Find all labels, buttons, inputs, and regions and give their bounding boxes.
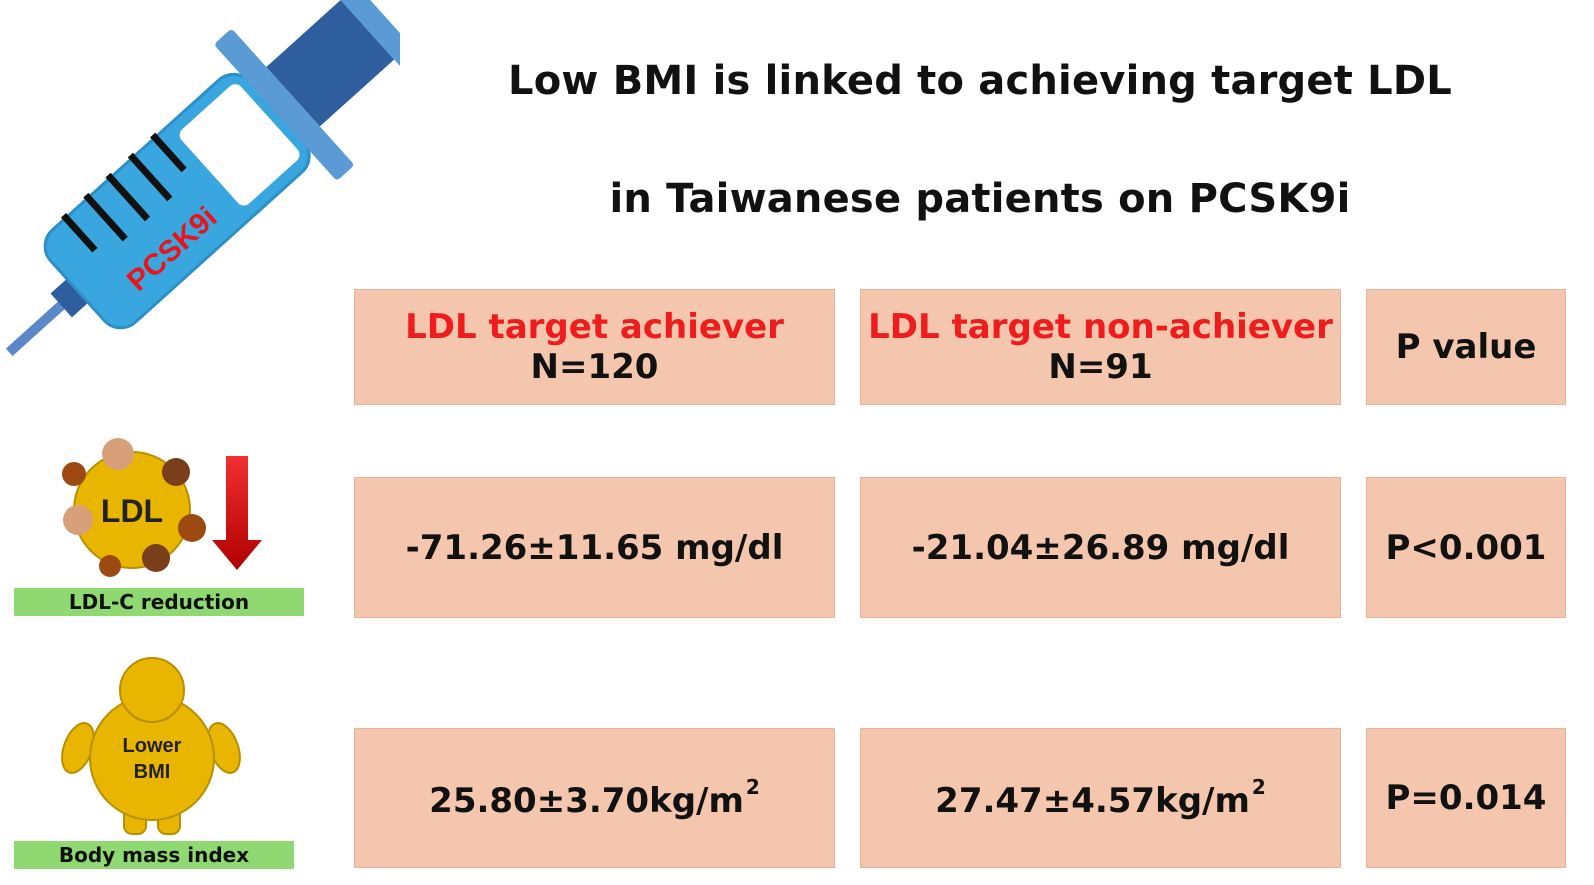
body-label-line-2: BMI: [134, 761, 171, 783]
apolipoprotein-dot: [178, 514, 206, 542]
header-achiever: LDL target achiever N=120: [354, 289, 835, 405]
syringe-needle: [5, 295, 73, 356]
apolipoprotein-dot: [99, 555, 121, 577]
bmi-unit-superscript: 2: [745, 775, 760, 799]
ldl-p-cell: P<0.001: [1366, 477, 1566, 618]
header-non-achiever: LDL target non-achiever N=91: [860, 289, 1341, 405]
apolipoprotein-dot: [63, 505, 93, 535]
ldl-non-achiever-cell: -21.04±26.89 mg/dl: [860, 477, 1341, 618]
ldl-achiever-value: -71.26±11.65 mg/dl: [405, 527, 784, 568]
body-head: [119, 657, 185, 723]
person-body-icon: Lower BMI: [61, 657, 241, 835]
bmi-achiever-cell: 25.80±3.70kg/m 2: [354, 728, 835, 868]
header-p-value: P value: [1366, 289, 1566, 405]
bmi-unit-superscript: 2: [1251, 775, 1266, 799]
bmi-non-achiever-cell: 27.47±4.57kg/m 2: [860, 728, 1341, 868]
syringe-flange: [215, 29, 354, 180]
bmi-achiever-text: 25.80±3.70kg/m: [429, 781, 744, 821]
syringe-icon: PCSK9i: [5, 0, 400, 356]
bmi-non-achiever-value: 27.47±4.57kg/m 2: [935, 775, 1266, 821]
down-arrow-icon: [212, 456, 262, 570]
ldl-particle-label: LDL: [101, 493, 163, 529]
bmi-non-achiever-text: 27.47±4.57kg/m: [935, 781, 1250, 821]
bmi-achiever-value: 25.80±3.70kg/m 2: [429, 775, 760, 821]
header-p-label: P value: [1395, 327, 1537, 367]
ldl-non-achiever-value: -21.04±26.89 mg/dl: [911, 527, 1290, 568]
apolipoprotein-dot: [162, 458, 190, 486]
title-line-2: in Taiwanese patients on PCSK9i: [609, 176, 1351, 222]
apolipoprotein-dot: [142, 544, 170, 572]
ldl-p-value: P<0.001: [1385, 527, 1547, 568]
bmi-p-value: P=0.014: [1385, 778, 1547, 818]
syringe-window: [179, 84, 300, 206]
ldl-achiever-cell: -71.26±11.65 mg/dl: [354, 477, 835, 618]
apolipoprotein-dot: [62, 462, 86, 486]
header-non-achiever-n: N=91: [1048, 347, 1153, 387]
ldl-particle-icon: LDL: [62, 438, 262, 577]
syringe-hub: [50, 273, 95, 318]
body-caption: Body mass index: [14, 841, 294, 869]
title-line-1: Low BMI is linked to achieving target LD…: [508, 58, 1452, 104]
syringe-plunger: [266, 0, 395, 127]
bmi-p-cell: P=0.014: [1366, 728, 1566, 868]
ldl-caption: LDL-C reduction: [14, 588, 304, 616]
body-label-line-1: Lower: [123, 735, 182, 757]
header-achiever-label: LDL target achiever: [405, 307, 784, 347]
header-achiever-n: N=120: [530, 347, 659, 387]
syringe-graduations: [60, 132, 187, 253]
apolipoprotein-dot: [102, 438, 134, 470]
syringe-plunger-cap: [322, 0, 400, 81]
header-non-achiever-label: LDL target non-achiever: [868, 307, 1333, 347]
